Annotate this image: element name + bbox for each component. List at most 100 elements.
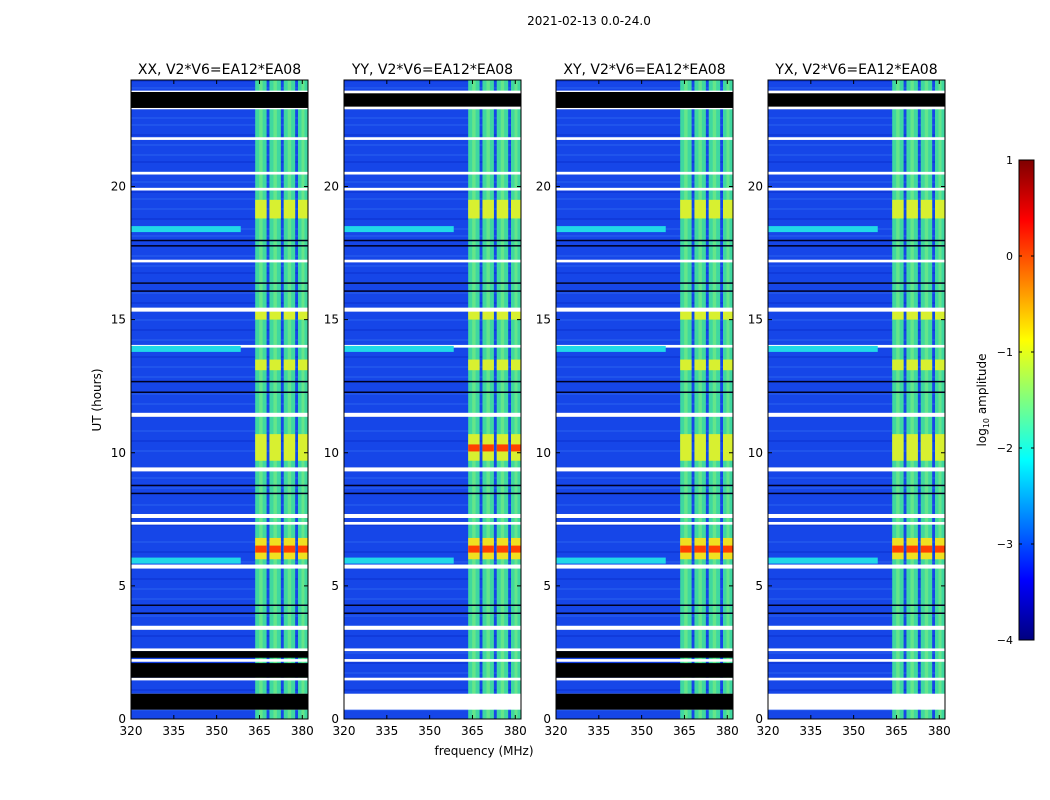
cyan-streak [768, 226, 878, 233]
spectrogram-panels: XX, V2*V6=EA12*EA08 320 335 350 365 380 0 5 10 15… [111, 62, 951, 738]
rfi-band-core [684, 80, 688, 719]
noise-stripe [556, 255, 733, 257]
dark-line [131, 380, 308, 383]
dark-line [344, 380, 521, 383]
flagged-gap [131, 521, 308, 525]
noise-stripe [131, 635, 308, 637]
flagged-gap [344, 564, 521, 569]
x-tick-label: 320 [120, 724, 143, 738]
flagged-gap [556, 648, 733, 652]
dark-line [344, 290, 521, 292]
bright-interval [468, 199, 480, 219]
masked-block [131, 693, 308, 710]
rfi-band-core [938, 80, 942, 719]
hot-interval [511, 444, 521, 452]
dark-line [344, 282, 521, 284]
noise-stripe [768, 588, 945, 590]
bright-interval [482, 308, 494, 320]
x-tick-label: 335 [375, 724, 398, 738]
hot-interval [468, 444, 480, 452]
noise-stripe [344, 635, 521, 637]
noise-stripe [131, 450, 308, 452]
noise-stripe [131, 339, 308, 341]
bright-interval [892, 199, 904, 219]
cyan-streak [556, 226, 666, 233]
bright-interval [269, 308, 281, 320]
bright-interval [269, 434, 281, 461]
noise-stripe [344, 80, 521, 82]
bright-interval [298, 359, 308, 371]
panel-title: YX, V2*V6=EA12*EA08 [774, 62, 937, 78]
noise-stripe [768, 329, 945, 331]
noise-stripe [556, 191, 733, 193]
bright-interval [723, 434, 733, 461]
noise-stripe [131, 487, 308, 489]
noise-stripe [344, 403, 521, 405]
bright-interval [283, 434, 296, 461]
rfi-band-core [726, 80, 730, 719]
noise-stripe [131, 319, 308, 321]
noise-stripe [344, 689, 521, 691]
flagged-gap [768, 171, 945, 175]
noise-stripe [768, 356, 945, 358]
bright-interval [468, 359, 480, 371]
noise-stripe [131, 144, 308, 146]
flagged-gap [131, 137, 308, 140]
flagged-gap [768, 625, 945, 630]
rfi-band-core [698, 80, 702, 719]
flagged-gap [768, 467, 945, 472]
hot-interval [708, 545, 721, 553]
flagged-gap [556, 521, 733, 525]
flagged-gap [344, 467, 521, 472]
noise-stripe [556, 198, 733, 200]
noise-stripe [344, 504, 521, 506]
masked-block [344, 93, 521, 107]
noise-stripe [556, 134, 733, 136]
masked-block [131, 663, 308, 678]
noise-stripe [131, 198, 308, 200]
colorbar-gradient [1018, 159, 1035, 641]
noise-stripe [768, 80, 945, 82]
y-tick-label: 20 [324, 180, 339, 194]
noise-stripe [344, 430, 521, 432]
x-tick-label: 350 [842, 724, 865, 738]
flagged-gap [768, 693, 945, 710]
bright-interval [496, 199, 509, 219]
colorbar-tick-label: 1 [1006, 154, 1013, 167]
flagged-gap [768, 307, 945, 312]
hot-interval [468, 545, 480, 553]
noise-stripe [344, 117, 521, 119]
rfi-band-core [273, 80, 277, 719]
bright-interval [708, 434, 721, 461]
y-tick-label: 0 [755, 712, 763, 726]
flagged-gap [131, 187, 308, 191]
cyan-streak [768, 557, 878, 564]
noise-stripe [768, 117, 945, 119]
noise-stripe [556, 430, 733, 432]
noise-stripe [768, 635, 945, 637]
dark-line [556, 380, 733, 383]
bright-interval [482, 359, 494, 371]
noise-stripe [344, 393, 521, 395]
masked-block [131, 91, 308, 108]
cyan-streak [344, 557, 454, 564]
rfi-band-core [301, 80, 305, 719]
cyan-streak [131, 226, 241, 233]
flagged-gap [131, 513, 308, 518]
y-tick-label: 10 [748, 446, 763, 460]
flagged-gap [131, 677, 308, 681]
bright-interval [694, 308, 706, 320]
noise-stripe [768, 161, 945, 163]
dark-line [131, 612, 308, 614]
bright-interval [255, 199, 267, 219]
colorbar-tick-label: −2 [997, 442, 1013, 455]
rfi-band-core [259, 80, 263, 719]
hot-interval [298, 545, 308, 553]
dark-line [344, 492, 521, 495]
flagged-gap [556, 259, 733, 263]
flagged-gap [344, 307, 521, 312]
dark-line [131, 604, 308, 607]
noise-stripe [131, 393, 308, 395]
flagged-gap [556, 412, 733, 417]
noise-stripe [768, 578, 945, 580]
